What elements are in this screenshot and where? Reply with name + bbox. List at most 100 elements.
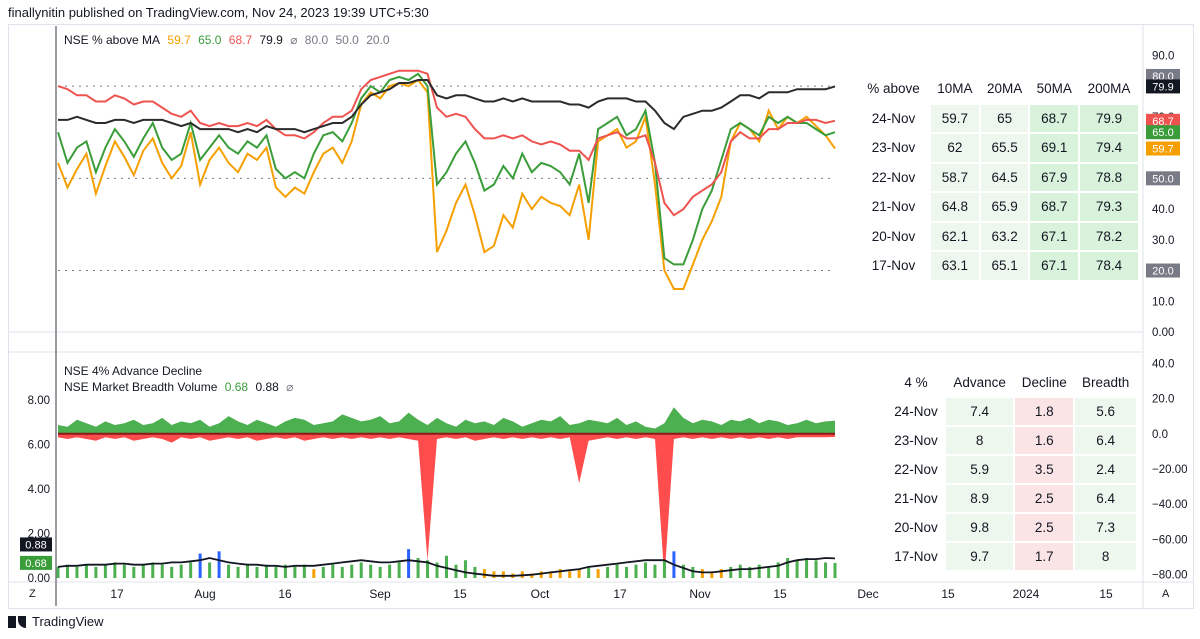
volume-bar: [189, 562, 193, 578]
breadth-cell: 6.4: [1075, 427, 1136, 454]
volume-bar: [454, 564, 458, 578]
legend-ma[interactable]: NSE % above MA 59.7 65.0 68.7 79.9 ⌀ 80.…: [64, 33, 394, 47]
volume-bar: [103, 564, 107, 578]
volume-bar: [255, 566, 259, 578]
value-cell: 79.4: [1080, 134, 1138, 162]
volume-bar: [700, 569, 704, 578]
value-cell: 78.8: [1080, 163, 1138, 191]
legend-breadth-volume[interactable]: NSE Market Breadth Volume 0.68 0.88 ⌀: [64, 380, 297, 394]
volume-bar: [160, 564, 164, 578]
date-cell: 20-Nov: [871, 228, 916, 244]
volume-bar: [681, 564, 685, 578]
area-advance: [58, 407, 835, 434]
ma-table: % above 10MA 20MA 50MA 200MA 24-Nov 59.7…: [856, 73, 1140, 282]
value-cell: 68.7: [1030, 193, 1079, 221]
volume-bar: [122, 564, 126, 578]
volume-bar: [530, 573, 534, 578]
volume-bar: [397, 562, 401, 578]
left-badge: [20, 555, 52, 570]
volume-bar: [643, 562, 647, 578]
volume-bar: [710, 571, 714, 578]
zoom-toggle-button[interactable]: Z: [29, 588, 36, 600]
value-cell: 65.9: [980, 193, 1029, 221]
auto-scale-button[interactable]: A: [1162, 588, 1170, 600]
volume-bar: [179, 564, 183, 578]
legend-value-10ma: 59.7: [167, 33, 191, 47]
decline-cell: 3.5: [1015, 456, 1074, 483]
volume-bar: [435, 562, 439, 578]
date-cell: 24-Nov: [871, 110, 916, 126]
value-cell: 67.9: [1030, 163, 1079, 191]
ma-table-header-cell: 200MA: [1087, 81, 1131, 97]
volume-bar: [312, 569, 316, 578]
volume-bar: [416, 558, 420, 578]
date-cell: 17-Nov: [894, 549, 938, 564]
x-tick-label: 17: [110, 587, 124, 601]
volume-bar: [625, 566, 629, 578]
volume-bar: [359, 562, 363, 578]
x-tick-label: Dec: [857, 587, 878, 601]
volume-bar: [445, 555, 448, 578]
ad-table-header: 4 % Advance Decline Breadth: [888, 369, 1136, 396]
breadth-cell: 2.4: [1075, 456, 1136, 483]
volume-bar: [426, 560, 430, 578]
volume-bar: [738, 564, 742, 578]
advance-cell: 8: [945, 427, 1014, 454]
y-tick-label: 90.0: [1152, 50, 1174, 62]
value-cell: 58.7: [931, 163, 979, 191]
volume-bar: [767, 566, 771, 578]
y-tick-label: −20.00: [1152, 464, 1188, 476]
volume-bar: [776, 562, 780, 578]
legend-value-20ma: 65.0: [198, 33, 222, 47]
legend-hline-2: 50.0: [335, 33, 359, 47]
volume-bar: [94, 566, 98, 578]
volume-bar: [331, 564, 335, 578]
volume-bar: [719, 569, 723, 578]
chart-frame: [8, 24, 1194, 609]
breadth-line: [57, 557, 836, 577]
legend-hline-1: 80.0: [304, 33, 329, 47]
advance-cell: 9.7: [945, 543, 1014, 570]
y-tick-label: 40.0: [1152, 358, 1174, 370]
y-tick-label: 20.0: [1152, 394, 1174, 406]
volume-bar: [378, 566, 382, 578]
table-row: 21-Nov 64.8 65.9 68.7 79.3: [858, 193, 1138, 221]
x-tick-label: Oct: [531, 587, 550, 601]
volume-bar: [795, 560, 799, 578]
x-tick-label: 15: [941, 587, 955, 601]
value-cell: 63.2: [980, 222, 1029, 250]
y-tick-label: 0.00: [1152, 327, 1174, 339]
x-tick-label: 15: [1099, 587, 1113, 601]
date-cell: 23-Nov: [894, 433, 938, 448]
price-badge-label: 65.0: [1152, 127, 1173, 139]
volume-bar: [463, 560, 467, 578]
table-row: 17-Nov 9.7 1.7 8: [888, 543, 1136, 570]
volume-bar: [577, 569, 581, 578]
legend-adv-dec[interactable]: NSE 4% Advance Decline: [64, 364, 206, 378]
advance-decline-table: 4 % Advance Decline Breadth 24-Nov 7.4 1…: [886, 367, 1138, 572]
volume-bar: [606, 566, 610, 578]
legend-breadth-val1: 0.68: [224, 380, 249, 394]
publish-header: finallynitin published on TradingView.co…: [8, 5, 429, 20]
volume-bar: [691, 566, 695, 578]
volume-bar: [350, 564, 354, 578]
value-cell: 67.1: [1030, 222, 1079, 250]
left-badge-label: 0.68: [25, 558, 46, 570]
volume-bar: [587, 566, 591, 578]
table-row: 20-Nov 62.1 63.2 67.1 78.2: [858, 222, 1138, 250]
value-cell: 62.1: [931, 222, 979, 250]
volume-bar: [208, 562, 212, 578]
value-cell: 62: [931, 134, 979, 162]
y-tick-label: 10.0: [1152, 296, 1174, 308]
value-cell: 63.1: [931, 252, 979, 280]
table-row: 22-Nov 5.9 3.5 2.4: [888, 456, 1136, 483]
price-badge: [1146, 141, 1180, 156]
series-line-200ma: [58, 79, 836, 134]
date-cell: 21-Nov: [894, 491, 938, 506]
volume-bar: [340, 566, 344, 578]
footer-brand: TradingView: [8, 614, 104, 629]
volume-bar: [283, 564, 287, 578]
legend-ma-title: NSE % above MA: [64, 33, 161, 47]
value-cell: 67.1: [1030, 252, 1079, 280]
